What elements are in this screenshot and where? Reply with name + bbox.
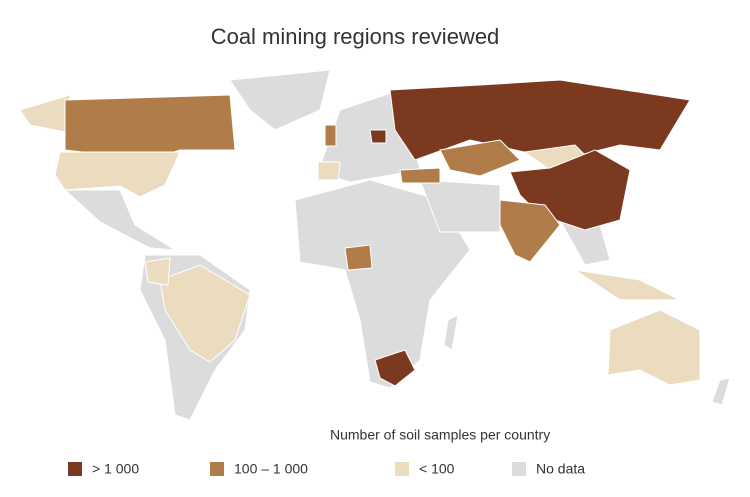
legend-swatch bbox=[512, 462, 526, 476]
map-title: Coal mining regions reviewed bbox=[211, 24, 500, 49]
world-map bbox=[19, 69, 731, 421]
legend-swatch bbox=[210, 462, 224, 476]
legend-title: Number of soil samples per country bbox=[330, 427, 550, 443]
colombia bbox=[144, 257, 171, 286]
usa bbox=[54, 151, 181, 198]
kazakhstan bbox=[439, 139, 521, 177]
nigeria bbox=[344, 244, 373, 271]
spain bbox=[317, 161, 341, 181]
greenland bbox=[229, 69, 331, 131]
russia bbox=[389, 79, 691, 161]
legend-swatch bbox=[68, 462, 82, 476]
middle-east bbox=[419, 179, 501, 233]
alaska bbox=[19, 94, 71, 133]
canada bbox=[64, 94, 236, 161]
legend-swatch bbox=[395, 462, 409, 476]
central-america bbox=[63, 189, 176, 251]
legend: > 1 000 100 – 1 000 < 100 No data bbox=[68, 461, 585, 477]
legend-label: 100 – 1 000 bbox=[234, 461, 308, 477]
new-zealand bbox=[711, 377, 731, 406]
uk bbox=[324, 124, 337, 147]
madagascar bbox=[443, 314, 459, 351]
legend-label: No data bbox=[536, 461, 585, 477]
india bbox=[499, 199, 561, 263]
poland bbox=[369, 129, 387, 144]
legend-label: < 100 bbox=[419, 461, 455, 477]
indonesia bbox=[574, 269, 681, 301]
brazil bbox=[159, 264, 251, 363]
turkey bbox=[399, 167, 441, 184]
south-africa bbox=[374, 349, 416, 387]
australia bbox=[607, 309, 701, 386]
legend-label: > 1 000 bbox=[92, 461, 139, 477]
